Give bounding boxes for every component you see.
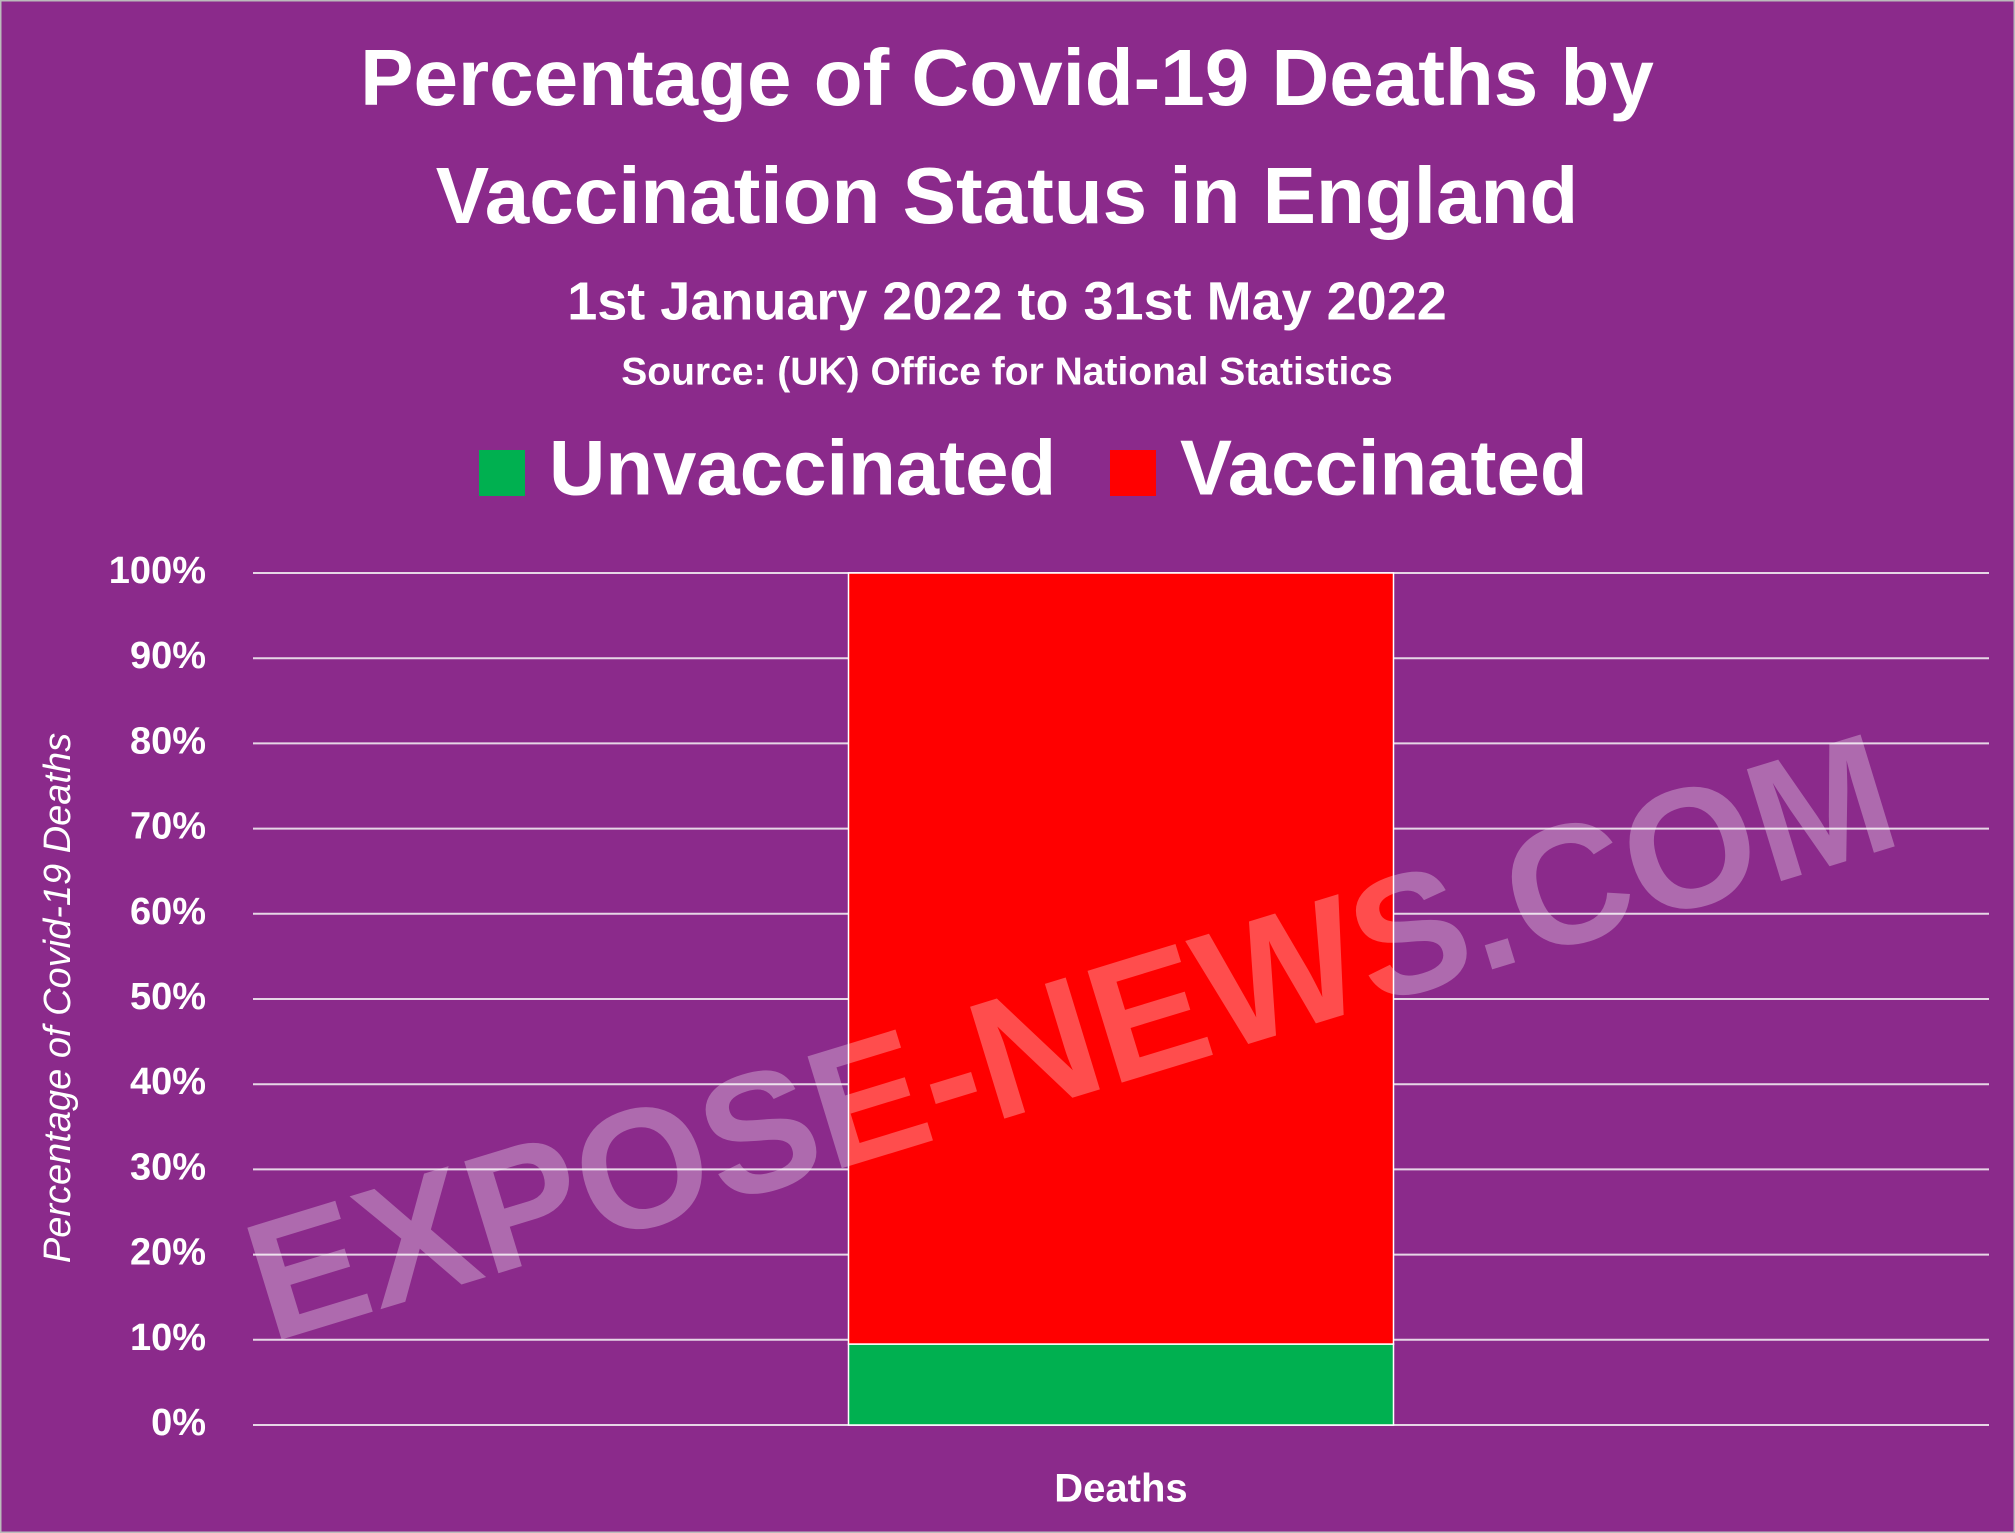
legend-swatch bbox=[1110, 450, 1156, 496]
source-note: Source: (UK) Office for National Statist… bbox=[621, 350, 1392, 393]
bar-segment bbox=[847, 1343, 1395, 1426]
y-tick-label: 30% bbox=[130, 1146, 206, 1188]
legend-label: Vaccinated bbox=[1180, 424, 1588, 512]
y-tick-label: 80% bbox=[130, 720, 206, 762]
y-tick-label: 70% bbox=[130, 806, 206, 848]
y-tick-label: 60% bbox=[130, 891, 206, 933]
chart-title: Percentage of Covid-19 Deaths by bbox=[360, 33, 1654, 122]
bar-segment bbox=[847, 572, 1395, 1345]
chart-title: Vaccination Status in England bbox=[436, 151, 1578, 240]
legend-swatch bbox=[479, 450, 525, 496]
y-tick-label: 100% bbox=[109, 550, 206, 592]
y-tick-label: 50% bbox=[130, 976, 206, 1018]
y-tick-label: 90% bbox=[130, 635, 206, 677]
x-tick-label: Deaths bbox=[1054, 1467, 1187, 1511]
y-axis-title: Percentage of Covid-19 Deaths bbox=[37, 733, 79, 1263]
legend-label: Unvaccinated bbox=[549, 424, 1056, 512]
y-tick-label: 10% bbox=[130, 1317, 206, 1359]
y-tick-label: 20% bbox=[130, 1232, 206, 1274]
y-tick-label: 40% bbox=[130, 1061, 206, 1103]
y-tick-label: 0% bbox=[151, 1402, 206, 1444]
chart-subtitle: 1st January 2022 to 31st May 2022 bbox=[567, 271, 1447, 331]
